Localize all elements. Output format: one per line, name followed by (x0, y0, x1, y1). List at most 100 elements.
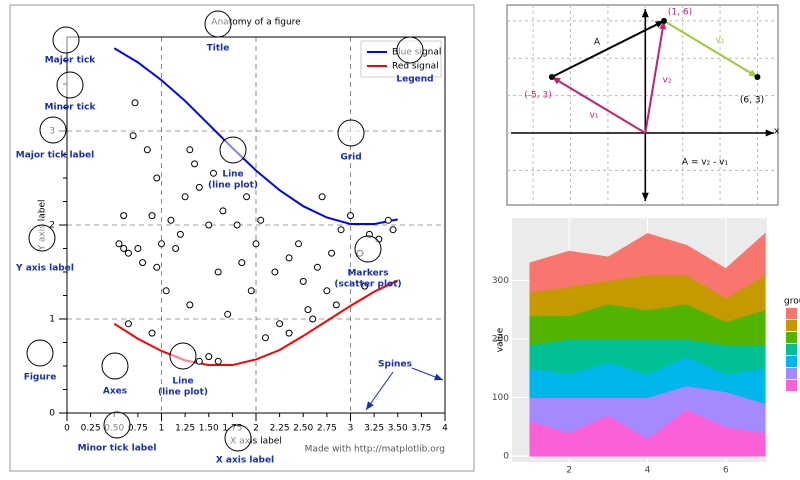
y-tick-label: 1 (49, 315, 55, 325)
annotation: Y axis label (15, 264, 74, 274)
scatter-point (129, 132, 137, 140)
point (660, 17, 667, 24)
annotation: Spines (378, 360, 412, 370)
y-tick-label: 300 (492, 276, 509, 286)
scatter-point (153, 263, 161, 271)
annotation: Markers (347, 269, 388, 279)
annotation: Minor tick label (78, 444, 157, 454)
vector (663, 20, 758, 78)
x-minor-tick-label: 2.75 (317, 424, 337, 434)
annotation-marker (396, 36, 424, 64)
scatter-point (195, 183, 203, 191)
annotation-marker (26, 339, 54, 367)
scatter-point (205, 353, 213, 361)
scatter-point (238, 259, 246, 267)
arrow-head (641, 192, 649, 201)
scatter-point (139, 259, 147, 267)
legend-swatch (786, 308, 797, 319)
scatter-point (247, 287, 255, 295)
scatter-point (143, 146, 151, 154)
annotation: Major tick label (16, 151, 95, 161)
equation: A = v₂ - v₁ (682, 158, 729, 168)
x-tick-label: 6 (723, 466, 729, 476)
annotation-marker (52, 26, 80, 54)
y-tick-label: 2 (49, 221, 55, 231)
scatter-point (257, 216, 265, 224)
scatter-point (186, 146, 194, 154)
scatter-point (120, 245, 128, 252)
vector (551, 19, 665, 78)
signal-line (113, 279, 399, 367)
point-label: (1, 6) (668, 8, 692, 18)
scatter-point (323, 287, 331, 295)
scatter-point (337, 226, 345, 234)
x-tick-label: 1 (159, 424, 165, 434)
annotation-marker (337, 119, 365, 147)
scatter-point (347, 212, 354, 220)
scatter-point (176, 230, 184, 238)
scatter-point (134, 245, 142, 252)
scatter-point (186, 301, 194, 309)
x-minor-tick-label: 1.25 (175, 424, 195, 434)
point (548, 73, 555, 80)
legend-swatch (786, 332, 797, 343)
x-minor-tick-label: 2.50 (293, 424, 313, 434)
annotation-marker (101, 352, 129, 380)
scatter-point (261, 334, 269, 342)
scatter-point (148, 329, 156, 337)
scatter-point (243, 193, 251, 201)
annotation: Axes (103, 387, 127, 397)
scatter-point (120, 212, 128, 220)
scatter-point (158, 240, 165, 248)
arrow-head (366, 401, 374, 410)
scatter-point (304, 306, 312, 314)
scatter-point (276, 320, 284, 328)
scatter-point (299, 277, 307, 285)
y-tick-label: 200 (492, 335, 509, 345)
annotation-marker (354, 235, 382, 263)
y-tick-label: 0 (49, 409, 55, 419)
point-label: (-5, 3) (524, 91, 551, 101)
vector-label: A (594, 38, 601, 48)
scatter-point (313, 263, 321, 271)
scatter-point (285, 329, 293, 337)
scatter-point (389, 226, 397, 234)
scatter-point (295, 240, 303, 248)
scatter-point (271, 268, 279, 276)
legend-swatch (786, 380, 797, 391)
scatter-point (172, 245, 180, 252)
scatter-point (131, 99, 139, 107)
x-minor-tick-label: 2.25 (270, 424, 290, 434)
point-label: (6, 3) (740, 96, 764, 106)
scatter-point (209, 169, 217, 177)
scatter-point (224, 310, 232, 318)
scatter-point (233, 221, 241, 229)
annotation: (line plot) (208, 181, 258, 191)
scatter-point (285, 254, 293, 262)
signal-line (113, 47, 398, 226)
scatter-point (205, 221, 213, 229)
annotation-marker (219, 136, 247, 164)
scatter-point (148, 212, 156, 220)
scatter-point (214, 268, 222, 276)
annotation-marker (103, 411, 131, 439)
chart-title: Anatomy of a figure (211, 18, 301, 28)
x-minor-tick-label: 1.50 (199, 424, 219, 434)
point (754, 73, 761, 80)
area-band (529, 232, 766, 299)
annotation: Legend (396, 75, 433, 85)
scatter-point (328, 249, 336, 257)
annotation-marker (224, 424, 252, 452)
scatter-point (195, 357, 203, 365)
scatter-point (361, 282, 369, 290)
legend-label: Red signal (392, 62, 439, 72)
legend-swatch (786, 368, 797, 379)
figure-panel (9, 4, 475, 472)
arrow-head (434, 373, 443, 381)
credit: Made with http://matplotlib.org (305, 445, 445, 455)
x-axis-label: x (774, 127, 780, 137)
scatter-point (162, 287, 170, 295)
annotation: Major tick (45, 56, 97, 66)
